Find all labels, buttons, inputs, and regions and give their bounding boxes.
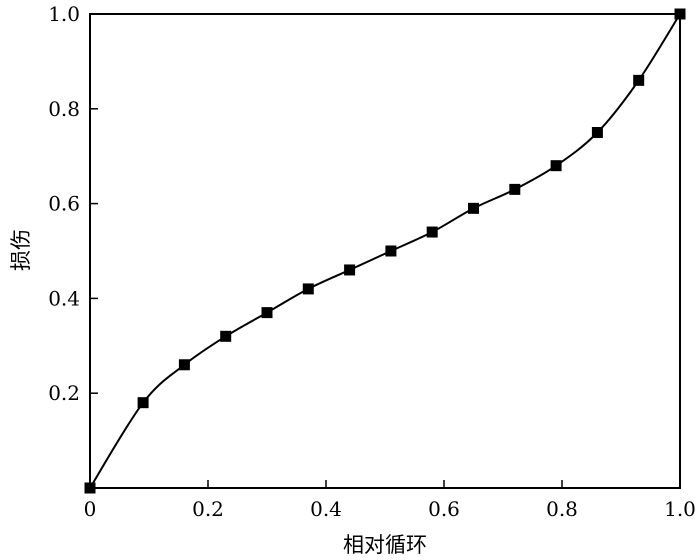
- data-point-marker: [344, 264, 356, 276]
- data-point-marker: [633, 74, 645, 86]
- y-tick-label: 1.0: [48, 2, 80, 26]
- data-point-marker: [591, 127, 603, 138]
- x-tick-label: 1.0: [664, 497, 696, 521]
- plot-frame: [89, 13, 681, 489]
- data-point-marker: [84, 482, 96, 494]
- y-tick-label: 0.4: [48, 286, 80, 310]
- data-point-marker: [550, 160, 562, 172]
- y-tick-label: 0.8: [48, 97, 80, 121]
- data-point-marker: [426, 226, 438, 238]
- y-tick-label: 0.6: [48, 192, 80, 216]
- x-tick-label: 0: [84, 497, 97, 521]
- x-tick-label: 0.8: [546, 497, 578, 521]
- ticks-layer: 0 0.2 0.4 0.6 0.8 1.0 0.2 0.4 0.6 0.8 1.0: [48, 2, 696, 521]
- data-point-marker: [261, 307, 273, 319]
- y-tick-label: 0.2: [48, 381, 80, 405]
- damage-curve: [89, 13, 681, 489]
- x-tick-label: 0.6: [428, 497, 460, 521]
- x-axis-title: 相对循环: [343, 533, 427, 557]
- data-point-marker: [674, 8, 686, 20]
- data-point-marker: [385, 245, 397, 257]
- y-axis-title: 损伤: [9, 229, 33, 271]
- x-tick-label: 0.2: [192, 497, 224, 521]
- x-tick-label: 0.4: [310, 497, 342, 521]
- data-point-marker: [178, 359, 190, 371]
- markers-layer: [84, 8, 686, 494]
- data-point-marker: [468, 202, 479, 214]
- data-point-marker: [509, 183, 521, 195]
- data-point-marker: [302, 283, 314, 295]
- data-point-marker: [137, 397, 149, 409]
- data-point-marker: [220, 330, 232, 342]
